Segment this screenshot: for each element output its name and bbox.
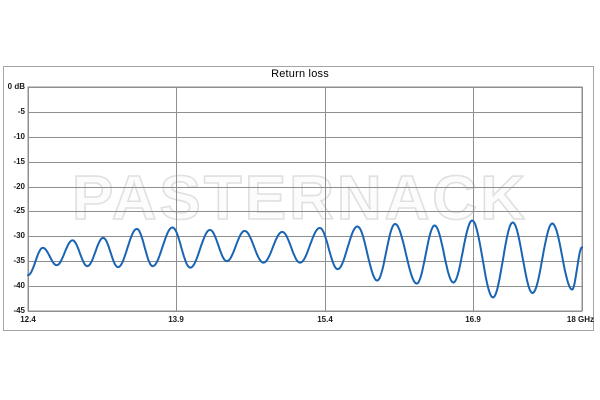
y-tick-label: -20 bbox=[13, 182, 25, 191]
y-tick-label: -45 bbox=[13, 306, 25, 315]
y-tick-label: -25 bbox=[13, 206, 25, 215]
x-tick-label: 18 GHz bbox=[566, 315, 594, 324]
return-loss-trace bbox=[27, 219, 583, 299]
y-tick-label: -35 bbox=[13, 256, 25, 265]
x-tick-label: 12.4 bbox=[20, 315, 36, 324]
plot-area-border bbox=[27, 86, 583, 312]
x-tick-label: 15.4 bbox=[317, 315, 333, 324]
y-tick-label: -5 bbox=[17, 107, 25, 116]
pasternack-watermark: PASTERNACK bbox=[72, 164, 528, 233]
y-tick-label: -10 bbox=[13, 132, 25, 141]
y-tick-label: 0 dB bbox=[7, 82, 25, 91]
x-tick-label: 16.9 bbox=[465, 315, 481, 324]
x-tick-label: 13.9 bbox=[168, 315, 184, 324]
y-tick-label: -30 bbox=[13, 231, 25, 240]
y-tick-label: -40 bbox=[13, 281, 25, 290]
y-tick-label: -15 bbox=[13, 157, 25, 166]
chart-title: Return loss bbox=[271, 68, 329, 80]
